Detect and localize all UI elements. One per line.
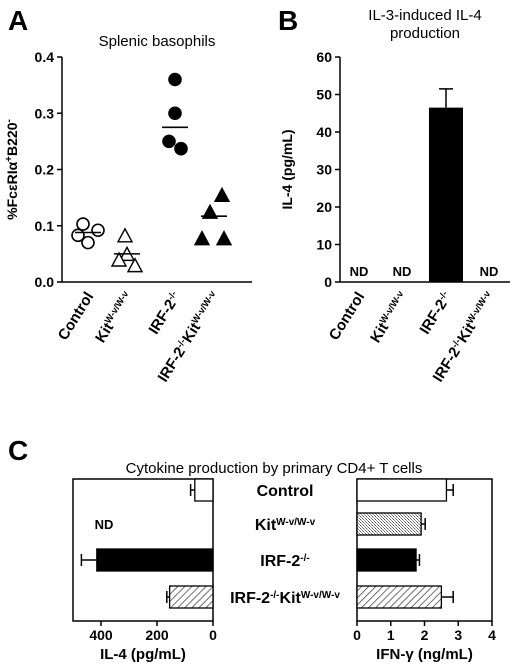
- panel-c-right-x-tick-label: 4: [488, 627, 496, 643]
- panel-a-x-tick-label: KitW-v/W-v: [92, 288, 137, 345]
- panel-a-y-label: %FcεRIα+B220-: [4, 119, 21, 220]
- panel-a-y-tick-label: 0.1: [35, 218, 55, 234]
- panel-b-letter: B: [278, 5, 298, 36]
- panel-c-ifng-bar: [356, 548, 417, 572]
- panel-a-y-tick-label: 0.3: [35, 105, 55, 121]
- panel-b-nd-label: ND: [393, 264, 412, 279]
- panel-c-il4-bar: [168, 585, 214, 609]
- panel-a-y-tick-label: 0.2: [35, 162, 55, 178]
- panel-a-title: Splenic basophils: [99, 33, 216, 50]
- panel-a-y-tick-label: 0.4: [35, 49, 55, 65]
- panel-c-category-label: Control: [257, 483, 314, 500]
- panel-a-point: [168, 72, 182, 87]
- panel-b-y-tick-label: 20: [316, 199, 332, 215]
- panel-c-right-x-tick-label: 3: [454, 627, 462, 643]
- panel-b-nd-label: ND: [480, 264, 499, 279]
- panel-a-y-tick-label: 0.0: [35, 274, 55, 290]
- panel-b-nd-label: ND: [350, 264, 369, 279]
- panel-b-y-tick-label: 50: [316, 87, 332, 103]
- panel-c-right-x-tick-label: 0: [353, 627, 361, 643]
- panel-c-il4-bar: [194, 478, 214, 502]
- panel-a-point: [91, 223, 105, 238]
- panel-c-category-label: IRF-2-/-KitW-v/W-v: [230, 590, 340, 608]
- panel-c-il4-bar: [96, 548, 214, 572]
- panel-a-point: [168, 106, 182, 121]
- panel-c-right-x-tick-label: 1: [387, 627, 395, 643]
- panel-c-left-x-label: IL-4 (pg/mL): [100, 646, 186, 663]
- panel-c-right-x-label: IFN-γ (ng/mL): [376, 646, 473, 663]
- panel-a-point: [213, 186, 231, 203]
- panel-b-bar: [429, 107, 463, 282]
- panel-c-nd-label: ND: [95, 517, 114, 532]
- panel-a-point: [215, 230, 233, 246]
- panel-c-chart: Cytokine production by primary CD4+ T ce…: [72, 460, 496, 663]
- panel-a-chart: Splenic basophils 0.0 0.1 0.2 0.3 0.4 %FcεRIα+…: [4, 33, 252, 385]
- panel-c-ifng-bar: [356, 478, 448, 502]
- panel-b-title-line2: production: [390, 25, 460, 42]
- panel-a-point: [201, 203, 219, 219]
- panel-c-ifng-bar: [356, 585, 443, 609]
- panel-c-left-x-tick-label: 400: [89, 627, 113, 643]
- panel-b-y-tick-label: 60: [316, 49, 332, 65]
- panel-c-title: Cytokine production by primary CD4+ T ce…: [126, 460, 423, 477]
- panel-c-left-x-tick-label: 200: [145, 627, 169, 643]
- panel-c-category-label: IRF-2-/-: [260, 553, 309, 571]
- panel-b-y-tick-label: 0: [324, 274, 332, 290]
- panel-a-x-tick-label: IRF-2-/-: [145, 289, 184, 337]
- panel-b-y-tick-label: 30: [316, 162, 332, 178]
- panel-b-x-tick-label: KitW-v/W-v: [367, 288, 412, 345]
- panel-c-letter: C: [8, 435, 28, 466]
- panel-b-x-tick-label: Control: [326, 289, 369, 343]
- panel-a-point: [174, 141, 188, 156]
- panel-c-right-x-tick-label: 2: [421, 627, 429, 643]
- panel-b-y-tick-label: 40: [316, 124, 332, 140]
- panel-b-title-line1: IL-3-induced IL-4: [368, 7, 481, 24]
- panel-a-point: [81, 235, 95, 250]
- panel-c-left-x-tick-label: 0: [209, 627, 217, 643]
- panel-a-point: [110, 251, 128, 267]
- panel-c-ifng-bar: [356, 512, 422, 536]
- panel-a-point: [76, 217, 90, 231]
- panel-b-y-tick-label: 10: [316, 237, 332, 253]
- panel-a-point: [193, 230, 211, 246]
- panel-c-category-label: KitW-v/W-v: [255, 517, 316, 535]
- panel-a-point: [126, 257, 144, 273]
- panel-a-point: [116, 227, 134, 243]
- panel-a-point: [162, 134, 176, 149]
- panel-b-x-tick-label: IRF-2-/-: [416, 289, 455, 337]
- panel-a-letter: A: [8, 5, 28, 36]
- panel-a-x-tick-label: Control: [55, 289, 98, 343]
- panel-b-y-label: IL-4 (pg/mL): [279, 129, 295, 209]
